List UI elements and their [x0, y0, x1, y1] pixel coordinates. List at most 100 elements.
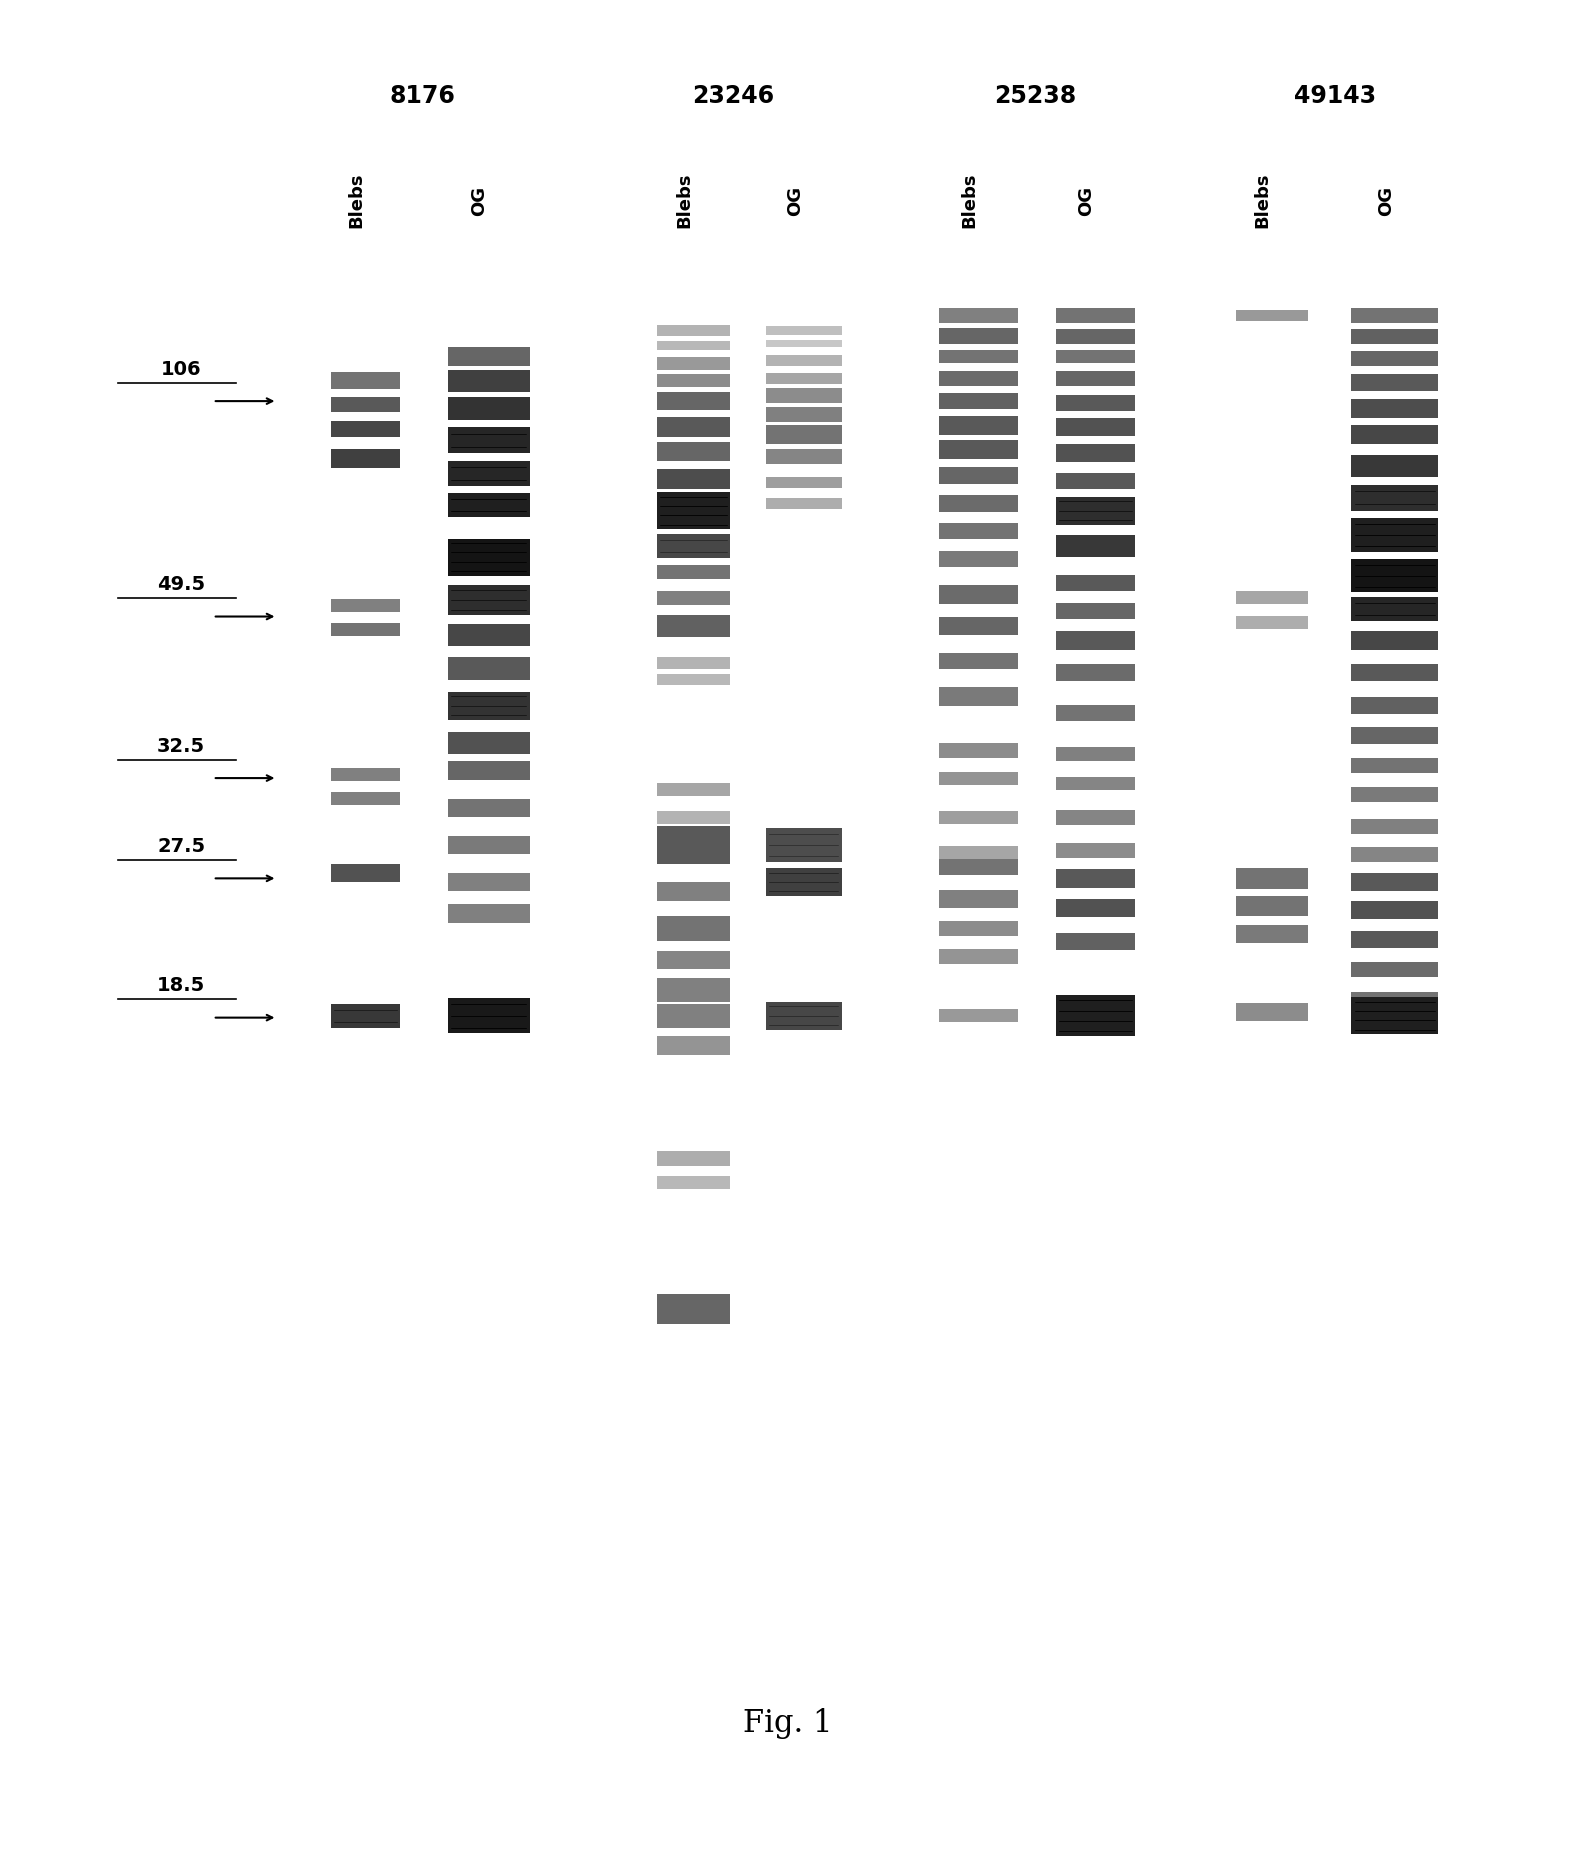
Bar: [1351, 726, 1437, 743]
Bar: [448, 799, 530, 817]
Bar: [1236, 591, 1308, 604]
Bar: [939, 949, 1018, 964]
Bar: [766, 407, 842, 422]
Bar: [1351, 962, 1437, 977]
Bar: [939, 524, 1018, 539]
Bar: [657, 1003, 730, 1029]
Text: 27.5: 27.5: [158, 838, 205, 856]
Bar: [331, 864, 400, 882]
Bar: [1351, 847, 1437, 862]
Text: 49.5: 49.5: [158, 576, 205, 594]
Bar: [1056, 396, 1135, 410]
Bar: [1056, 349, 1135, 362]
Text: 106: 106: [161, 360, 202, 379]
Bar: [331, 371, 400, 388]
Bar: [939, 308, 1018, 323]
Bar: [1056, 869, 1135, 888]
Text: Fig. 1: Fig. 1: [744, 1708, 832, 1738]
Bar: [1351, 873, 1437, 891]
Bar: [448, 732, 530, 754]
Bar: [448, 999, 530, 1032]
Bar: [1056, 995, 1135, 1036]
Bar: [766, 867, 842, 895]
Bar: [1351, 373, 1437, 390]
Bar: [331, 622, 400, 635]
Bar: [657, 977, 730, 1003]
Bar: [1351, 901, 1437, 919]
Bar: [939, 1010, 1018, 1021]
Bar: [939, 349, 1018, 362]
Bar: [1056, 631, 1135, 650]
Bar: [1351, 596, 1437, 620]
Bar: [1056, 810, 1135, 825]
Bar: [766, 425, 842, 444]
Bar: [331, 598, 400, 611]
Bar: [448, 836, 530, 854]
Bar: [331, 791, 400, 806]
Bar: [657, 492, 730, 529]
Bar: [1236, 1003, 1308, 1021]
Bar: [939, 329, 1018, 345]
Bar: [1056, 776, 1135, 791]
Bar: [1351, 455, 1437, 477]
Bar: [657, 357, 730, 370]
Bar: [1351, 932, 1437, 947]
Bar: [331, 1003, 400, 1029]
Bar: [766, 1003, 842, 1029]
Bar: [939, 810, 1018, 823]
Bar: [448, 691, 530, 719]
Bar: [1236, 867, 1308, 888]
Bar: [939, 852, 1018, 875]
Bar: [1056, 472, 1135, 488]
Bar: [657, 917, 730, 940]
Bar: [766, 388, 842, 403]
Bar: [1056, 329, 1135, 344]
Bar: [1056, 932, 1135, 951]
Bar: [939, 743, 1018, 758]
Bar: [1236, 895, 1308, 916]
Text: 8176: 8176: [389, 84, 455, 108]
Bar: [657, 565, 730, 579]
Bar: [448, 904, 530, 923]
Bar: [939, 654, 1018, 669]
Text: Blebs: Blebs: [1254, 173, 1272, 228]
Bar: [1351, 518, 1437, 552]
Bar: [331, 422, 400, 436]
Bar: [657, 373, 730, 386]
Bar: [1056, 663, 1135, 680]
Bar: [657, 418, 730, 436]
Bar: [1351, 663, 1437, 680]
Bar: [1056, 535, 1135, 557]
Bar: [1056, 418, 1135, 436]
Bar: [939, 466, 1018, 483]
Bar: [331, 449, 400, 468]
Bar: [657, 1036, 730, 1055]
Bar: [657, 810, 730, 823]
Bar: [1056, 371, 1135, 386]
Bar: [939, 371, 1018, 386]
Bar: [448, 492, 530, 516]
Bar: [448, 461, 530, 485]
Bar: [448, 397, 530, 420]
Text: 18.5: 18.5: [158, 977, 205, 995]
Bar: [1351, 485, 1437, 511]
Bar: [939, 845, 1018, 858]
Bar: [657, 468, 730, 488]
Bar: [766, 477, 842, 488]
Bar: [766, 449, 842, 464]
Bar: [657, 615, 730, 637]
Bar: [657, 533, 730, 557]
Text: 32.5: 32.5: [158, 737, 205, 756]
Text: OG: OG: [471, 186, 489, 215]
Bar: [657, 392, 730, 410]
Bar: [939, 394, 1018, 410]
Bar: [1056, 574, 1135, 591]
Bar: [657, 342, 730, 349]
Bar: [1351, 758, 1437, 773]
Bar: [939, 494, 1018, 511]
Bar: [939, 617, 1018, 635]
Bar: [657, 784, 730, 795]
Bar: [1351, 819, 1437, 834]
Bar: [939, 416, 1018, 435]
Bar: [766, 498, 842, 509]
